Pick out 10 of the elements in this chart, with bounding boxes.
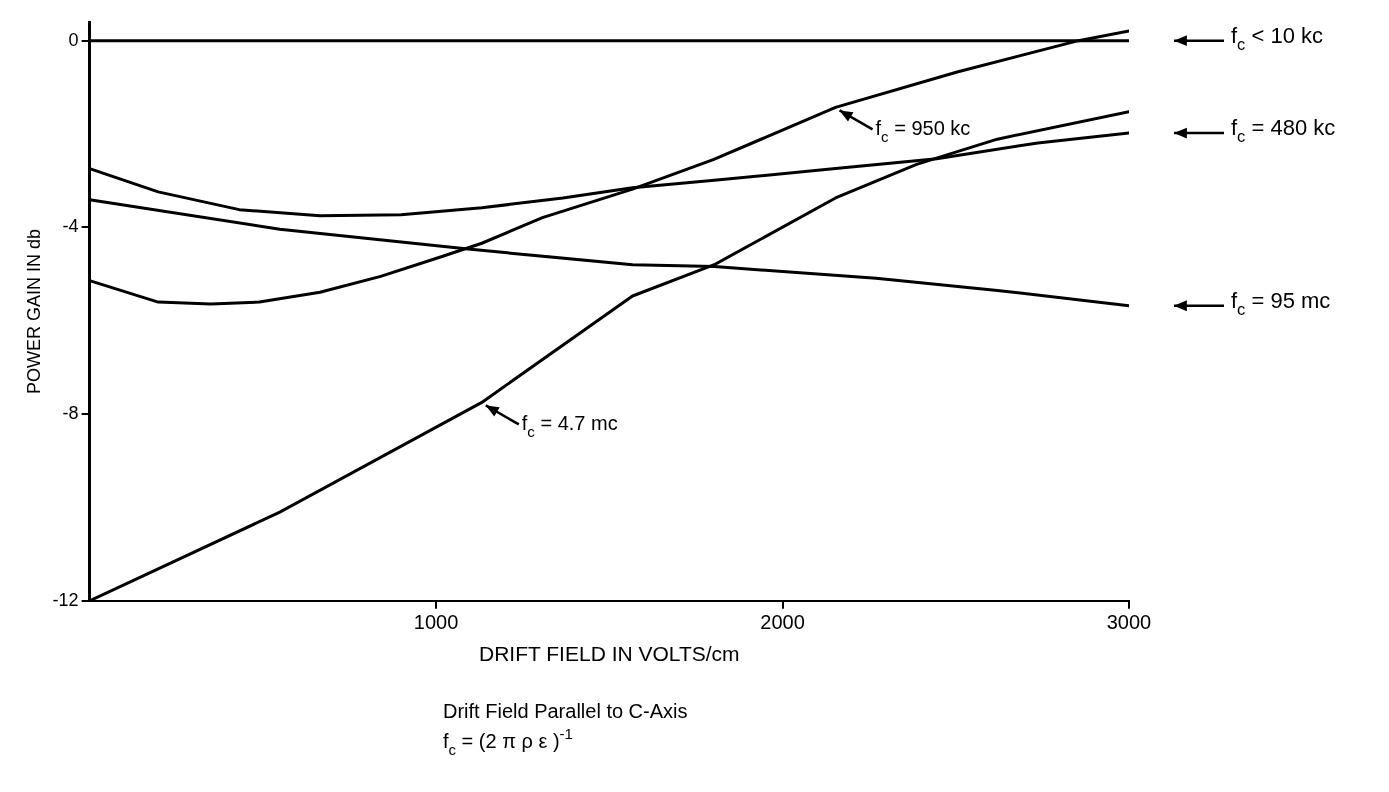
text: Drift Field Parallel to C-Axis <box>443 700 688 723</box>
y-tick-label: -4 <box>62 216 79 237</box>
y-axis-title: POWER GAIN IN db <box>23 228 44 394</box>
x-tick-label: 1000 <box>413 611 459 634</box>
x-tick-label: 3000 <box>1106 611 1152 634</box>
y-tick-label: -12 <box>52 589 79 610</box>
x-axis-title: DRIFT FIELD IN VOLTS/cm <box>479 642 740 666</box>
x-tick-label: 2000 <box>760 611 805 634</box>
y-tick-label: -8 <box>62 403 79 424</box>
y-tick-label: 0 <box>68 29 79 50</box>
